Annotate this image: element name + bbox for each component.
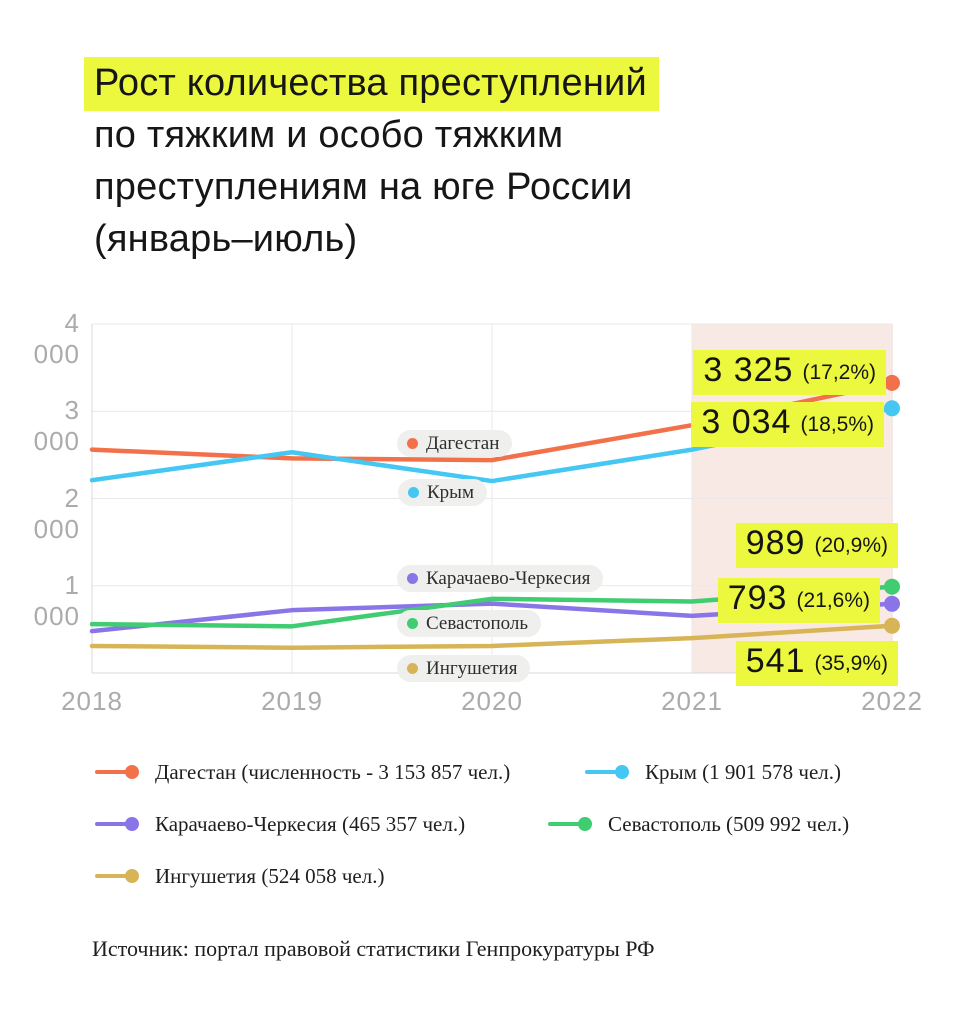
- y-axis-tick-3000: 3 000: [33, 395, 80, 456]
- series-endpoint-dot-4: [884, 617, 900, 634]
- title-line-3: преступлениям на юге России: [94, 166, 633, 208]
- title-highlight: Рост количества преступлений: [84, 57, 659, 111]
- krym-dot-icon: [408, 487, 419, 498]
- x-axis-tick-2020: 2020: [461, 686, 523, 716]
- source-attribution: Источник: портал правовой статистики Ген…: [92, 936, 655, 961]
- page-title: Рост количества преступлений по тяжким и…: [84, 57, 659, 265]
- legend-item-ingushetia: Ингушетия (524 058 чел.): [95, 861, 384, 891]
- value-label-ingushetia: 541 (35,9%): [735, 641, 898, 686]
- series-line-4: [89, 623, 895, 650]
- series-label-dagestan: Дагестан: [397, 430, 513, 457]
- legend-item-dagestan: Дагестан (численность - 3 153 857 чел.): [95, 757, 510, 787]
- x-axis-tick-2018: 2018: [61, 686, 123, 716]
- karachaevo-dot-icon: [407, 573, 418, 584]
- x-axis-tick-2021: 2021: [661, 686, 723, 716]
- dagestan-dot-icon: [407, 438, 418, 449]
- title-line-2: по тяжким и особо тяжким: [94, 114, 564, 156]
- dagestan-line-dot-icon: [95, 764, 139, 780]
- krym-line-dot-icon: [585, 764, 629, 780]
- y-axis-tick-2000: 2 000: [33, 483, 80, 544]
- series-endpoint-dot-0: [884, 374, 900, 391]
- title-line-4: (январь–июль): [94, 218, 358, 260]
- series-endpoint-dot-2: [884, 595, 900, 612]
- series-label-karachaevo-cherkesia: Карачаево-Черкесия: [397, 565, 604, 592]
- y-axis-tick-1000: 1 000: [33, 570, 80, 631]
- value-label-krym: 3 034 (18,5%): [691, 402, 884, 447]
- ingushetia-dot-icon: [407, 663, 418, 674]
- x-axis-tick-2022: 2022: [861, 686, 923, 716]
- karachaevo-line-dot-icon: [95, 816, 139, 832]
- series-label-ingushetia: Ингушетия: [397, 655, 531, 682]
- legend-item-sevastopol: Севастополь (509 992 чел.): [548, 809, 849, 839]
- sevastopol-line-dot-icon: [548, 816, 592, 832]
- value-label-dagestan: 3 325 (17,2%): [693, 350, 886, 395]
- ingushetia-line-dot-icon: [95, 868, 139, 884]
- series-endpoint-dot-3: [884, 578, 900, 595]
- value-label-sevastopol: 989 (20,9%): [735, 523, 898, 568]
- sevastopol-dot-icon: [407, 618, 418, 629]
- legend-item-karachaevo-cherkesia: Карачаево-Черкесия (465 357 чел.): [95, 809, 465, 839]
- x-axis-tick-2019: 2019: [261, 686, 323, 716]
- series-label-krym: Крым: [398, 479, 487, 506]
- legend-item-krym: Крым (1 901 578 чел.): [585, 757, 841, 787]
- series-label-sevastopol: Севастополь: [397, 610, 542, 637]
- value-label-karachaevo-cherkesia: 793 (21,6%): [717, 578, 880, 623]
- series-endpoint-dot-1: [884, 400, 900, 417]
- y-axis-tick-4000: 4 000: [33, 308, 80, 369]
